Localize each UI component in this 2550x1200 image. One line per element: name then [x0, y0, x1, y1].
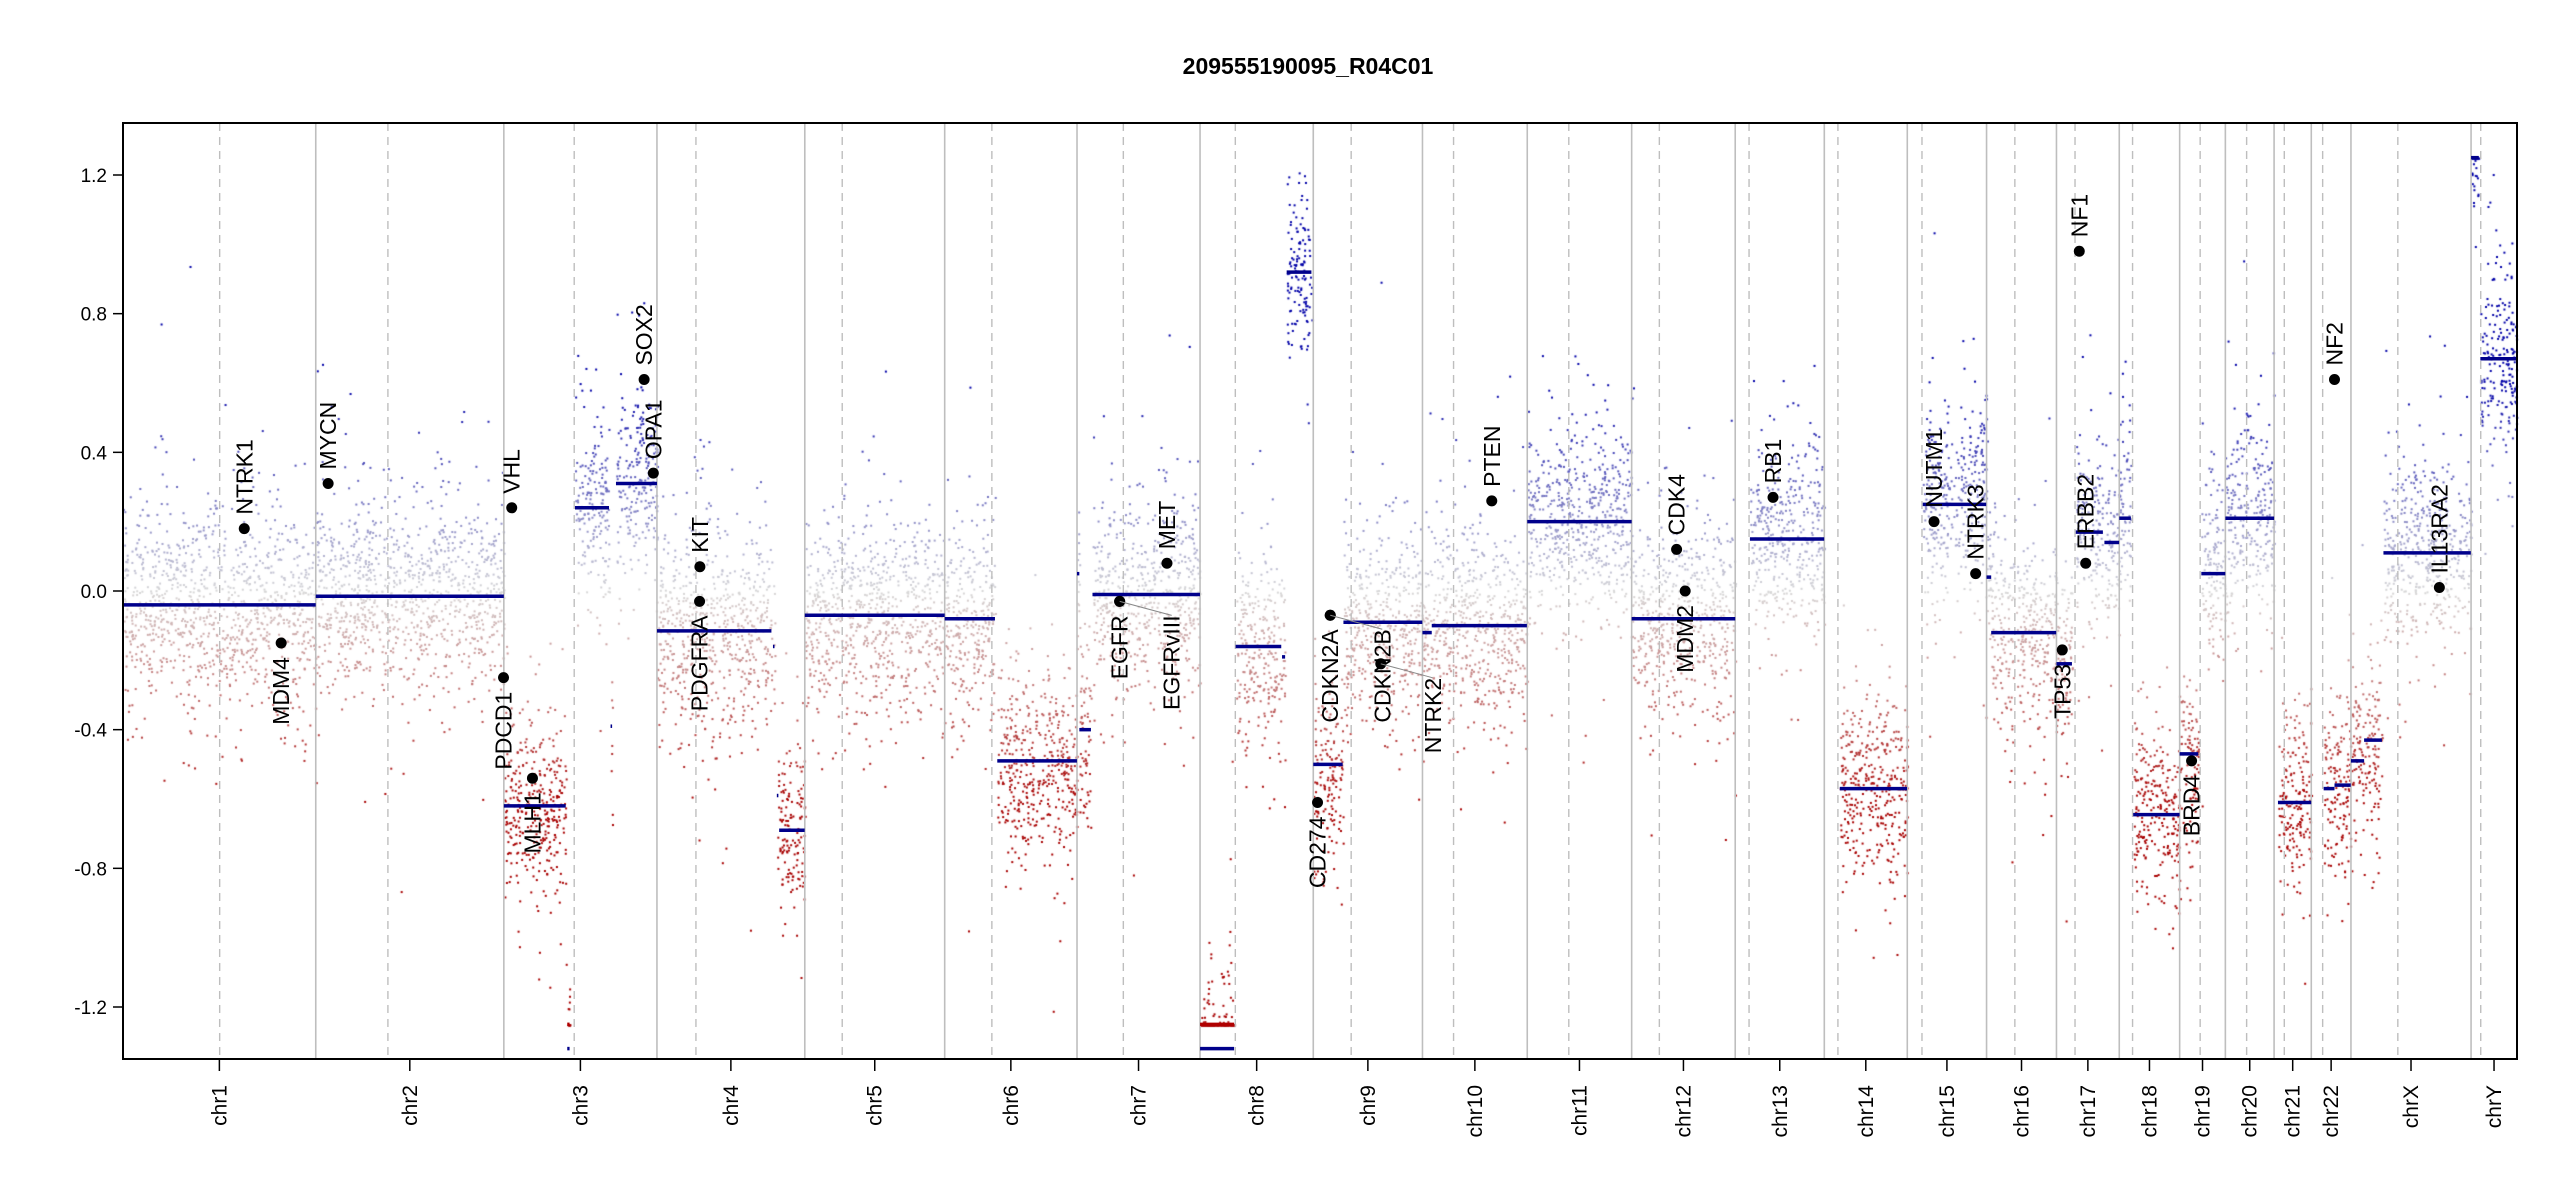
chromosome-label: chr12 — [1672, 1085, 1695, 1138]
plot-frame — [122, 122, 2518, 1060]
gene-label: MDM4 — [268, 657, 294, 725]
gene-marker-dot — [1312, 796, 1324, 808]
gene-label: PDCD1 — [491, 692, 517, 770]
gene-marker-dot — [498, 672, 510, 684]
chromosome-label: chr10 — [1464, 1085, 1487, 1138]
chromosome-label: chr2 — [399, 1085, 422, 1126]
gene-marker-dot — [647, 467, 659, 479]
gene-label: MYCN — [315, 402, 341, 470]
gene-label: RB1 — [1760, 439, 1786, 484]
chromosome-label: chrY — [2483, 1085, 2506, 1128]
gene-label: MDM2 — [1672, 605, 1698, 673]
gene-marker-dot — [506, 502, 518, 514]
gene-label: NF1 — [2066, 194, 2092, 237]
chromosome-label: chr14 — [1855, 1085, 1878, 1138]
gene-label: VHL — [499, 449, 525, 494]
gene-label: SOX2 — [631, 304, 657, 365]
chromosome-label: chr20 — [2239, 1085, 2262, 1138]
gene-label: PDGFRA — [687, 615, 713, 712]
gene-label: TP53 — [2049, 664, 2075, 719]
gene-marker-dot — [1970, 568, 1982, 580]
gene-label: NUTM1 — [1921, 428, 1947, 507]
chromosome-label: chr13 — [1769, 1085, 1792, 1138]
chromosome-label: chr21 — [2282, 1085, 2305, 1138]
chromosome-label: chr8 — [1246, 1085, 1269, 1126]
gene-label: PTEN — [1479, 426, 1505, 487]
gene-label: OPA1 — [640, 399, 666, 459]
gene-marker-dot — [1486, 495, 1498, 507]
gene-marker-dot — [2186, 755, 2198, 767]
chromosome-label: chr15 — [1936, 1085, 1959, 1138]
gene-marker-dot — [1161, 557, 1173, 569]
gene-marker-dot — [2056, 644, 2068, 656]
gene-label: ERBB2 — [2073, 474, 2099, 549]
gene-marker-dot — [2433, 582, 2445, 594]
chromosome-label: chr17 — [2077, 1085, 2100, 1138]
gene-label: EGFR — [1107, 615, 1133, 679]
axes: -1.2 -0.8 -0.4 0.0 0.4 0.8 1.2 chr1 chr2 chr3 chr4… — [74, 122, 2518, 1138]
chart-title: 209555190095_R04C01 — [1183, 53, 1434, 79]
gene-label: MET — [1154, 501, 1180, 550]
gene-marker-dot — [2080, 557, 2092, 569]
chromosome-label: chr9 — [1357, 1085, 1380, 1126]
y-tick-label: -0.4 — [74, 721, 107, 742]
segments — [123, 155, 2517, 1051]
gene-label-leader-line — [1119, 600, 1172, 616]
gene-label: NTRK1 — [231, 439, 257, 514]
chromosome-label: chr18 — [2138, 1085, 2161, 1138]
gene-label: EGFRvIII — [1159, 615, 1185, 710]
chromosome-label: chr6 — [1000, 1085, 1023, 1126]
gene-marker-dot — [694, 561, 706, 573]
gene-label: BRD4 — [2179, 775, 2205, 837]
chromosome-label: chrX — [2400, 1085, 2423, 1128]
gene-marker-dot — [322, 478, 334, 490]
gene-marker-dot — [2073, 245, 2085, 257]
gene-marker-dot — [1679, 585, 1691, 597]
gene-marker-dot — [638, 374, 650, 386]
chromosome-label: chr5 — [864, 1085, 887, 1126]
gene-label: CDKN2B — [1369, 629, 1395, 722]
y-tick-label: -0.8 — [74, 859, 107, 880]
chromosome-label: chr7 — [1128, 1085, 1151, 1126]
gene-label-leader-line — [1380, 663, 1433, 679]
chromosome-label: chr11 — [1568, 1085, 1591, 1136]
gene-label: NTRK3 — [1963, 484, 1989, 559]
gene-marker-dot — [694, 595, 706, 607]
chromosome-label: chr4 — [720, 1085, 743, 1126]
chromosome-guides — [218, 123, 2482, 1059]
gene-label: NF2 — [2321, 322, 2347, 365]
gene-label-leader-line — [1330, 614, 1383, 630]
gene-markers: NTRK1 MDM4 MYCN PDCD1 VHL MLH1 SOX2 OPA1 PDGFRA K… — [231, 194, 2452, 888]
gene-label: CDKN2A — [1317, 629, 1343, 723]
gene-label: CD274 — [1305, 816, 1331, 888]
y-tick-label: -1.2 — [74, 998, 107, 1019]
gene-label: MLH1 — [519, 792, 545, 853]
gene-label: IL13RA2 — [2426, 484, 2452, 574]
y-tick-label: 0.0 — [81, 582, 107, 603]
y-tick-label: 1.2 — [81, 166, 107, 187]
gene-label: KIT — [687, 517, 713, 553]
gene-marker-dot — [1671, 543, 1683, 555]
gene-marker-dot — [1928, 516, 1940, 528]
chromosome-label: chr22 — [2320, 1085, 2343, 1138]
gene-label: NTRK2 — [1420, 678, 1446, 753]
chromosome-label: chr3 — [569, 1085, 592, 1126]
y-tick-label: 0.8 — [81, 305, 107, 326]
gene-marker-dot — [238, 523, 250, 535]
gene-marker-dot — [2328, 374, 2340, 386]
gene-marker-dot — [1767, 491, 1779, 503]
y-tick-label: 0.4 — [81, 443, 108, 464]
chromosome-label: chr19 — [2192, 1085, 2215, 1138]
gene-marker-dot — [275, 637, 287, 649]
gene-label: CDK4 — [1664, 474, 1690, 536]
chromosome-label: chr16 — [2011, 1085, 2034, 1138]
gene-marker-dot — [526, 772, 538, 784]
chromosome-label: chr1 — [208, 1085, 231, 1126]
